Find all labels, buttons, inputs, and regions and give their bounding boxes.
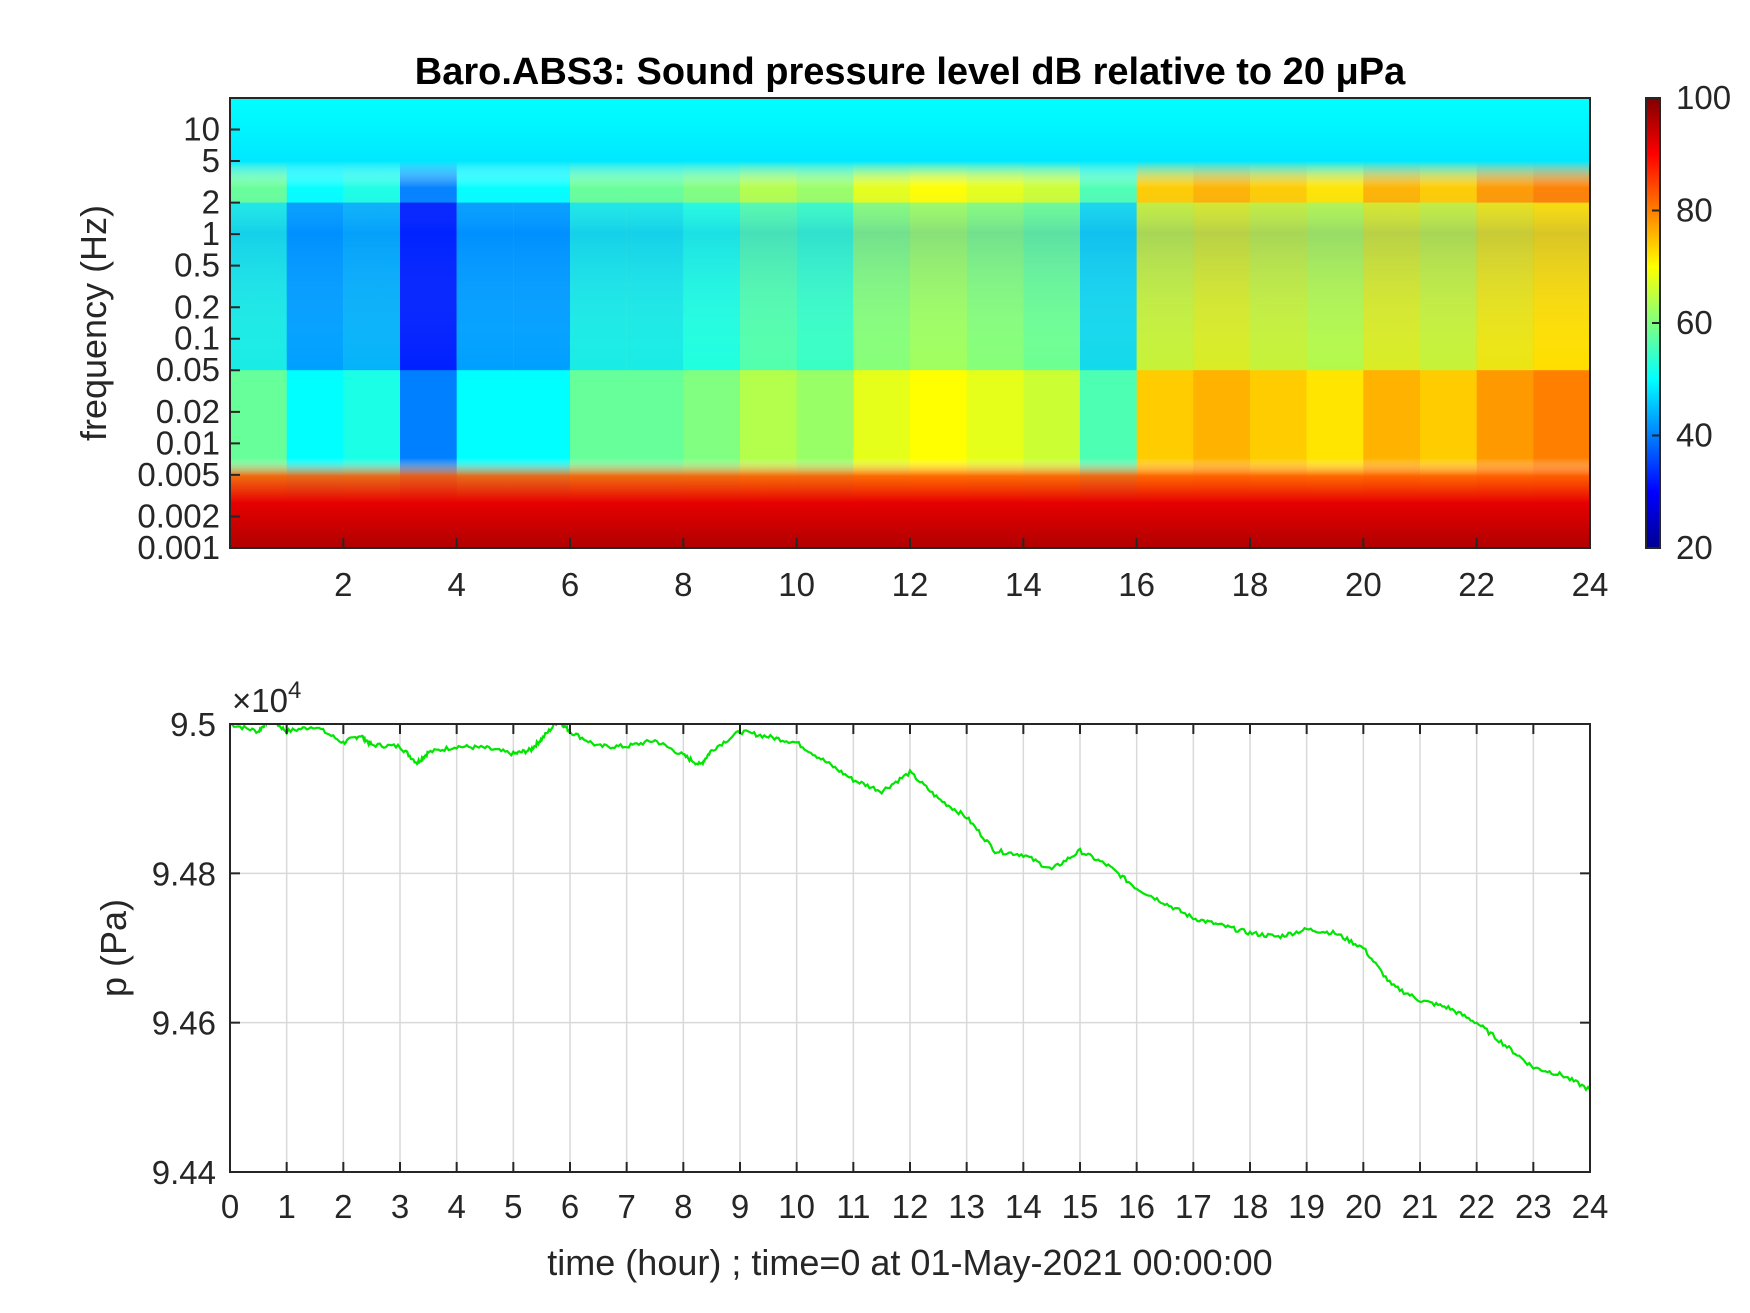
- spectrogram-y-tick-label: 0.05: [156, 351, 220, 388]
- pressure-x-tick-label: 5: [504, 1188, 522, 1225]
- pressure-x-tick-label: 9: [731, 1188, 749, 1225]
- pressure-x-tick-label: 23: [1515, 1188, 1552, 1225]
- pressure-x-tick-label: 20: [1345, 1188, 1382, 1225]
- pressure-y-tick-label: 9.46: [152, 1005, 216, 1042]
- pressure-x-tick-label: 13: [948, 1188, 985, 1225]
- pressure-x-tick-label: 4: [447, 1188, 465, 1225]
- spectrogram-x-ticks: 2 4 6 8 10 12 14 16 18 20 22 24: [334, 538, 1608, 603]
- pressure-x-tick-label: 24: [1572, 1188, 1609, 1225]
- pressure-y-exponent: ×104: [232, 677, 301, 719]
- colorbar-tick-label: 20: [1676, 529, 1713, 566]
- pressure-y-axis-label: p (Pa): [93, 899, 134, 997]
- spectrogram-x-tick-label: 22: [1458, 566, 1495, 603]
- pressure-x-tick-label: 11: [836, 1188, 870, 1225]
- spectrogram-x-tick-label: 24: [1572, 566, 1609, 603]
- spectrogram-y-tick-label: 0.2: [174, 288, 220, 325]
- pressure-x-tick-label: 22: [1458, 1188, 1495, 1225]
- spectrogram-x-tick-label: 10: [778, 566, 815, 603]
- spectrogram-y-tick-label: 1: [202, 215, 220, 252]
- spectrogram-x-tick-label: 16: [1118, 566, 1155, 603]
- spectrogram-x-tick-label: 14: [1005, 566, 1042, 603]
- colorbar-tick-label: 60: [1676, 304, 1713, 341]
- pressure-y-tick-label: 9.5: [170, 706, 216, 743]
- colorbar-tick-label: 40: [1676, 417, 1713, 454]
- pressure-series-line: [230, 724, 1590, 1092]
- colorbar-tick-label: 100: [1676, 79, 1731, 116]
- pressure-x-tick-label: 6: [561, 1188, 579, 1225]
- spectrogram-x-tick-label: 20: [1345, 566, 1382, 603]
- pressure-y-tick-label: 9.48: [152, 855, 216, 892]
- spectrogram-y-tick-label: 0.002: [137, 498, 220, 535]
- pressure-x-tick-label: 1: [277, 1188, 295, 1225]
- pressure-x-tick-label: 15: [1062, 1188, 1099, 1225]
- pressure-x-tick-label: 18: [1232, 1188, 1269, 1225]
- spectrogram-x-tick-label: 4: [447, 566, 465, 603]
- pressure-x-tick-label: 10: [778, 1188, 815, 1225]
- pressure-x-tick-label: 8: [674, 1188, 692, 1225]
- spectrogram-y-tick-label: 0.5: [174, 247, 220, 284]
- pressure-x-ticks: 0 1 2 3 4 5 6 7 8 9 10 11 12 13 14 15 16 17 18 19 20 21 22 23 24: [221, 724, 1609, 1225]
- chart-title: Baro.ABS3: Sound pressure level dB relat…: [415, 51, 1406, 93]
- pressure-y-tick-label: 9.44: [152, 1154, 216, 1191]
- spectrogram-y-tick-label: 0.001: [137, 529, 220, 566]
- spectrogram-y-tick-label: 2: [202, 184, 220, 221]
- pressure-x-tick-label: 16: [1118, 1188, 1155, 1225]
- pressure-x-tick-label: 21: [1402, 1188, 1439, 1225]
- pressure-y-ticks: 9.44 9.46 9.48 9.5: [152, 706, 1590, 1191]
- spectrogram-x-tick-label: 8: [674, 566, 692, 603]
- spectrogram-y-tick-label: 0.02: [156, 393, 220, 430]
- spectrogram-y-tick-label: 0.1: [174, 320, 220, 357]
- spectrogram-y-axis-label: frequency (Hz): [73, 205, 114, 441]
- pressure-x-tick-label: 12: [892, 1188, 929, 1225]
- spectrogram-y-tick-label: 0.01: [156, 424, 220, 461]
- colorbar-ticks: 20 40 60 80 100: [1652, 79, 1731, 566]
- spectrogram-band-overlay: [230, 98, 1590, 548]
- pressure-x-tick-label: 7: [617, 1188, 635, 1225]
- pressure-x-tick-label: 17: [1175, 1188, 1212, 1225]
- pressure-x-tick-label: 14: [1005, 1188, 1042, 1225]
- spectrogram-x-tick-label: 12: [892, 566, 929, 603]
- spectrogram-x-tick-label: 18: [1232, 566, 1269, 603]
- pressure-x-tick-label: 0: [221, 1188, 239, 1225]
- pressure-x-tick-label: 2: [334, 1188, 352, 1225]
- pressure-grid: [229, 723, 1591, 1173]
- spectrogram-y-tick-label: 10: [183, 110, 220, 147]
- spectrogram-y-tick-label: 0.005: [137, 456, 220, 493]
- pressure-x-tick-label: 19: [1288, 1188, 1325, 1225]
- pressure-x-axis-label: time (hour) ; time=0 at 01-May-2021 00:0…: [547, 1242, 1272, 1283]
- spectrogram-x-tick-label: 2: [334, 566, 352, 603]
- pressure-x-tick-label: 3: [391, 1188, 409, 1225]
- colorbar-tick-label: 80: [1676, 192, 1713, 229]
- spectrogram-y-tick-label: 5: [202, 142, 220, 179]
- spectrogram-x-tick-label: 6: [561, 566, 579, 603]
